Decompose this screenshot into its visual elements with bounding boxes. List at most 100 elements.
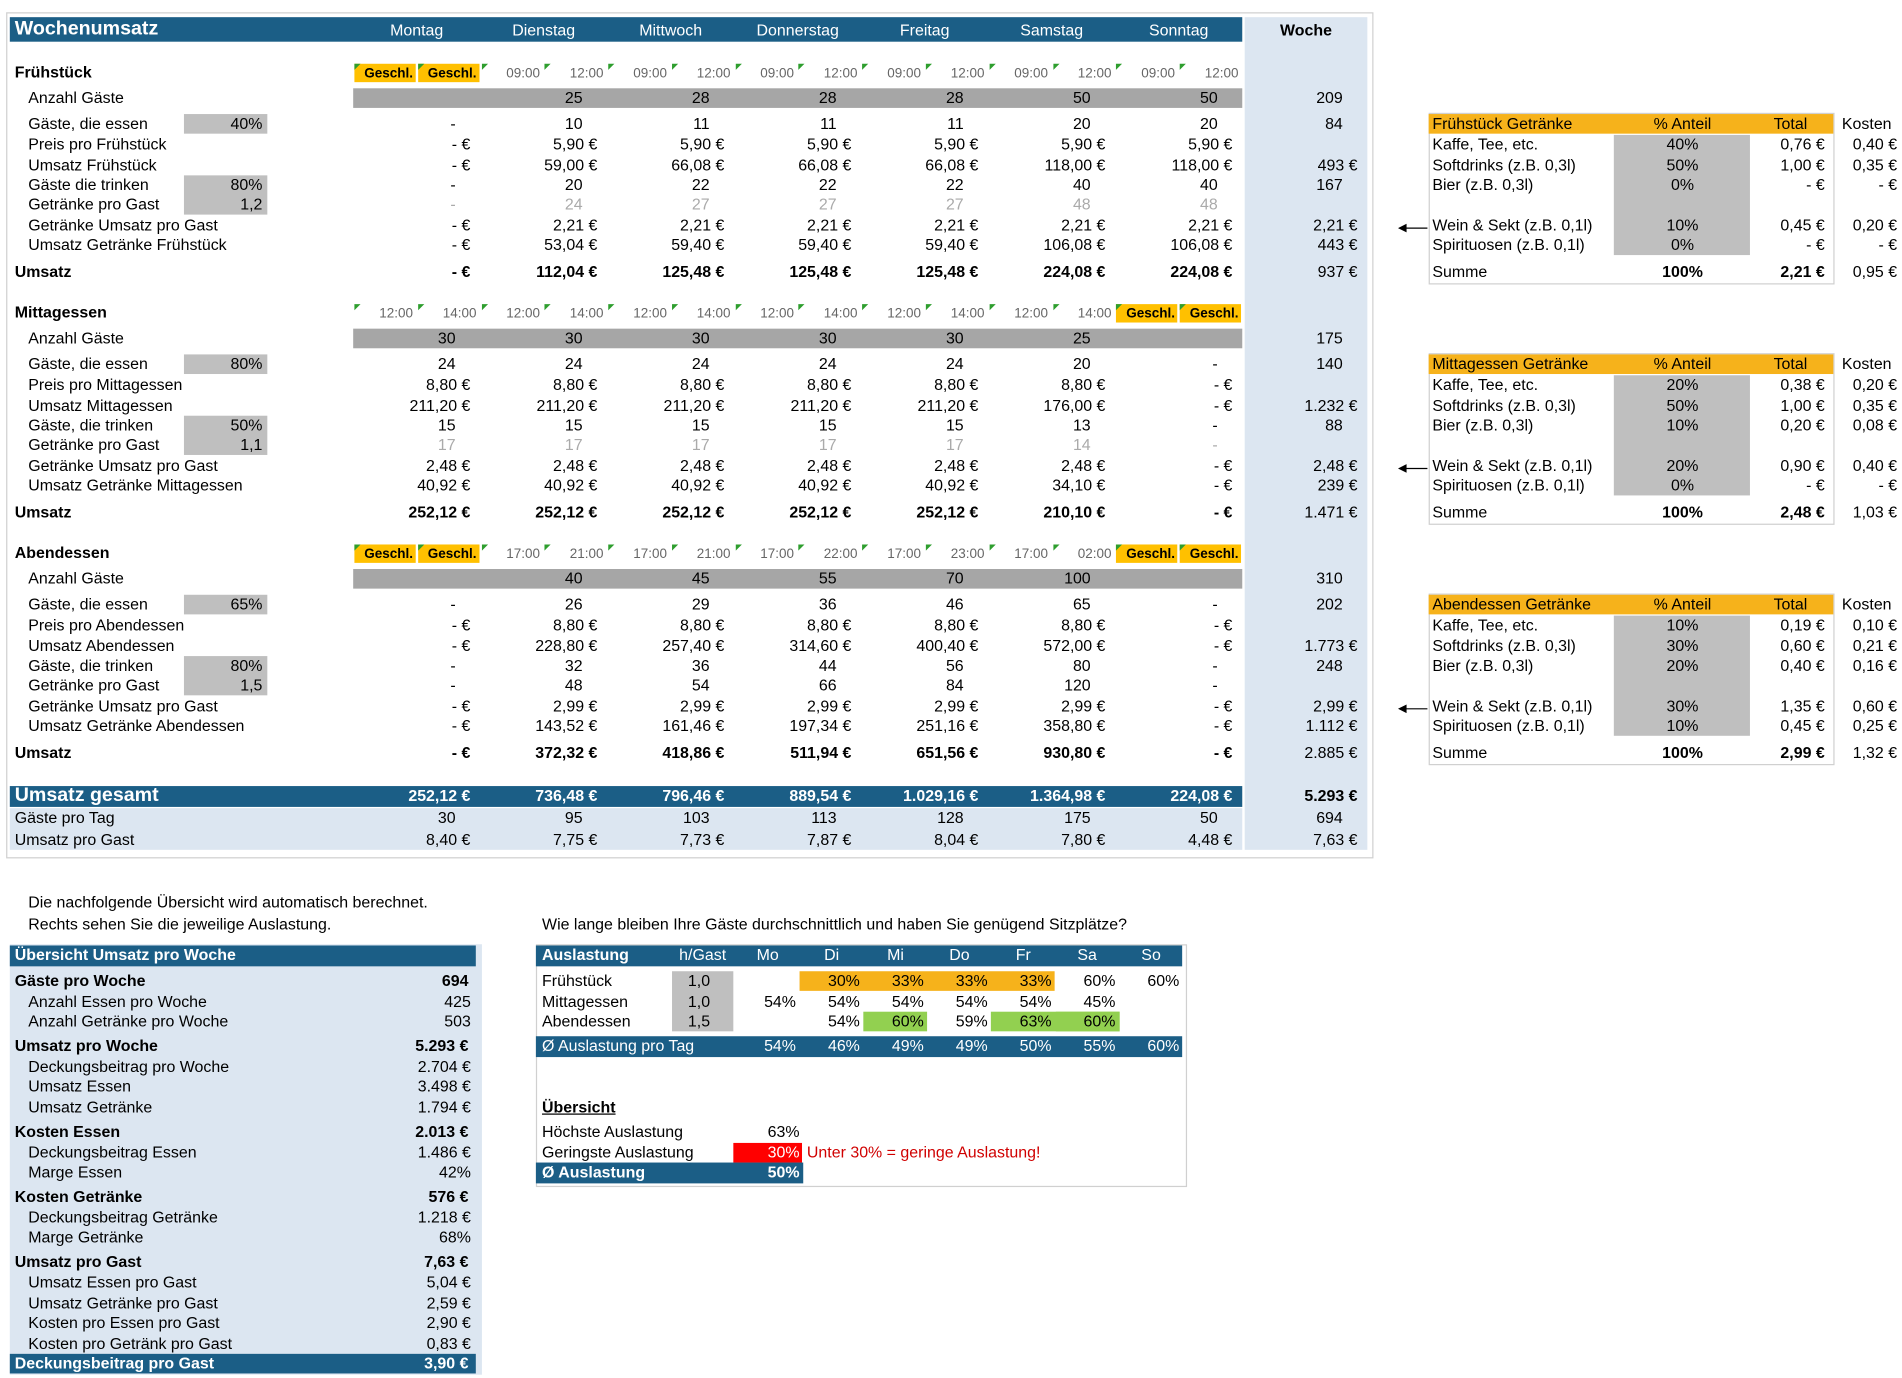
cell-value: 15: [691, 415, 710, 435]
week-total: 2,99 €: [1313, 696, 1358, 715]
sum-label: Summe: [1432, 743, 1488, 762]
comment-marker: [481, 63, 488, 70]
item-label: Kosten pro Essen pro Gast: [28, 1313, 220, 1333]
cell-value: 10: [564, 114, 583, 133]
average-value: 55%: [1083, 1036, 1116, 1055]
item-value: 42%: [438, 1162, 471, 1182]
cell-value: 8,80 €: [680, 375, 725, 394]
comment-marker: [735, 304, 742, 311]
item-label: Marge Getränke: [28, 1228, 144, 1247]
comment-marker: [481, 304, 488, 311]
cell-value: 400,40 €: [916, 636, 979, 655]
arrow-icon: [1397, 464, 1428, 473]
cell-value: - €: [1213, 615, 1233, 635]
highlight-green: [1055, 1011, 1120, 1032]
time-cell: Geschl.: [1189, 306, 1239, 322]
time-cell: 12:00: [696, 66, 731, 81]
time-cell: 21:00: [696, 546, 731, 562]
occupancy-label: Abendessen: [542, 1011, 631, 1031]
comment-marker: [798, 63, 806, 70]
cell-value: 48: [1199, 194, 1218, 214]
week-total: 84: [1325, 114, 1343, 133]
low-highlight: [733, 1142, 803, 1163]
footer-value: 3,90 €: [424, 1354, 469, 1373]
param-value: 50%: [230, 415, 263, 435]
week-total: 1.471 €: [1304, 502, 1358, 522]
cell-value: 26: [564, 594, 583, 614]
cell-value: 66,08 €: [671, 155, 725, 175]
cell-value: 930,80 €: [1043, 743, 1106, 762]
week-total: 7,63 €: [1313, 830, 1358, 849]
cell-value: 252,12 €: [916, 502, 979, 522]
row-label: Gäste, die essen: [28, 354, 148, 373]
row-label: Umsatz Getränke Mittagessen: [28, 475, 243, 495]
section-title: Abendessen: [14, 543, 110, 562]
cell-value: 24: [818, 354, 837, 373]
cell-value: 27: [818, 194, 837, 214]
cell-value: 106,08 €: [1170, 235, 1233, 254]
sum-label: Summe: [1432, 262, 1488, 281]
drink-share: 30%: [1666, 636, 1699, 655]
occupancy-frame: [535, 944, 1188, 1188]
cell-value: 15: [945, 415, 964, 435]
cell-value: 29: [691, 594, 710, 614]
item-value: 503: [444, 1011, 471, 1031]
cell-value: 210,10 €: [1043, 502, 1106, 522]
table-title: Wochenumsatz: [14, 18, 159, 40]
comment-marker: [608, 544, 615, 551]
drink-label: Softdrinks (z.B. 0,3l): [1432, 155, 1576, 175]
cell-value: 5,90 €: [1188, 134, 1233, 154]
row-label: Umsatz: [14, 743, 72, 762]
time-cell: 14:00: [1077, 306, 1112, 322]
cell-value: 30: [945, 328, 964, 348]
cell-value: 17: [691, 435, 710, 454]
cell-value: - €: [451, 696, 471, 715]
overview-average-bar: [535, 1162, 804, 1184]
hours-box: [672, 971, 734, 1032]
cell-value: 197,34 €: [789, 716, 852, 735]
day-header: Mittwoch: [639, 20, 703, 40]
time-cell: 12:00: [887, 306, 922, 322]
cell-value: 27: [691, 194, 710, 214]
cell-value: 28: [818, 88, 837, 107]
cell-value: 211,20 €: [790, 396, 852, 415]
arrow: [1397, 460, 1429, 473]
cell-value: 8,80 €: [1061, 375, 1106, 394]
week-total: 175: [1316, 328, 1343, 348]
item-label: Deckungsbeitrag Essen: [28, 1142, 197, 1161]
cell-value: 252,12 €: [535, 502, 598, 522]
drink-total: 0,90 €: [1780, 456, 1825, 475]
header-day: Sa: [1077, 945, 1097, 964]
item-label: Kosten pro Getränk pro Gast: [28, 1333, 233, 1353]
cell-value: - €: [451, 134, 471, 154]
drinks-cost-header: Kosten: [1841, 114, 1892, 133]
occupancy-hours: 1,0: [687, 971, 711, 990]
cell-value: - €: [451, 262, 471, 281]
time-cell: 12:00: [760, 306, 795, 322]
sum-cost: 1,32 €: [1852, 743, 1898, 762]
comment-marker: [1116, 63, 1123, 70]
arrow-icon: [1397, 704, 1428, 714]
drink-total: 1,00 €: [1780, 155, 1825, 175]
cell-value: 2,99 €: [1061, 696, 1106, 715]
time-cell: 14:00: [823, 306, 858, 322]
header-day: Mi: [887, 945, 904, 964]
drinks-share-header: % Anteil: [1653, 354, 1712, 373]
cell-value: 11: [693, 114, 710, 133]
cell-value: 224,08 €: [1043, 262, 1106, 281]
cell-value: 5,90 €: [553, 134, 598, 154]
time-cell: 12:00: [379, 306, 414, 322]
param-box: [183, 594, 268, 615]
question: Wie lange bleiben Ihre Gäste durchschnit…: [542, 914, 1127, 934]
average-value: 54%: [764, 1036, 796, 1055]
group-label: Kosten Essen: [14, 1122, 121, 1141]
row-label: Umsatz Getränke Frühstück: [28, 235, 227, 254]
cell-value: 143,52 €: [535, 716, 598, 735]
day-header: Montag: [390, 20, 444, 40]
total-value: 7,75 €: [553, 830, 598, 849]
time-cell: 14:00: [696, 306, 731, 322]
cell-value: - €: [1213, 502, 1233, 522]
comment-marker: [544, 304, 552, 311]
item-label: Deckungsbeitrag pro Woche: [28, 1056, 230, 1076]
comment-marker: [1052, 304, 1060, 311]
